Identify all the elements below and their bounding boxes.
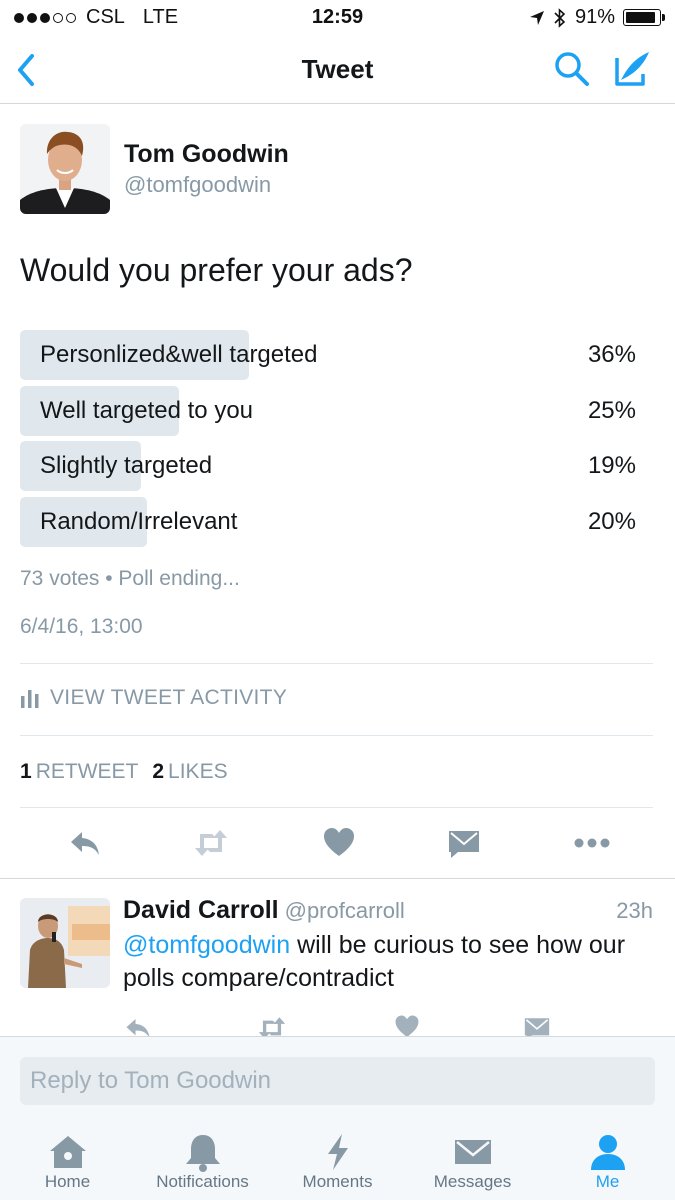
- search-icon[interactable]: [553, 50, 591, 88]
- tab-notifications-label: Notifications: [156, 1172, 249, 1191]
- compose-tweet-icon[interactable]: [613, 48, 653, 88]
- reply-text: @tomfgoodwin will be curious to see how …: [123, 929, 653, 995]
- tweet-text: Would you prefer your ads?: [20, 252, 413, 288]
- reply-author-handle: @profcarroll: [284, 898, 405, 923]
- view-tweet-activity-link[interactable]: VIEW TWEET ACTIVITY: [20, 686, 287, 710]
- battery-percent: 91%: [574, 6, 615, 28]
- poll-bar: [20, 330, 249, 380]
- like-heart-icon[interactable]: [322, 826, 356, 860]
- reply-actions: [0, 1010, 675, 1036]
- user-profile-icon: [590, 1135, 625, 1170]
- poll-option-label: Well targeted to you: [40, 396, 254, 424]
- status-bar: CSL LTE 12:59 91%: [0, 0, 675, 36]
- tab-messages[interactable]: Messages: [405, 1120, 540, 1200]
- like-label: LIKES: [168, 760, 228, 783]
- more-options-icon[interactable]: [573, 826, 611, 860]
- retweet-icon[interactable]: [192, 826, 230, 860]
- back-chevron-icon[interactable]: [12, 50, 42, 90]
- reply-author[interactable]: David Carroll @profcarroll: [123, 896, 405, 925]
- tab-messages-label: Messages: [433, 1172, 512, 1191]
- battery-level: [626, 12, 656, 23]
- author-handle[interactable]: @tomfgoodwin: [124, 172, 272, 197]
- status-left: CSL LTE: [14, 6, 178, 29]
- tweet-timestamp: 6/4/16, 13:00: [20, 615, 143, 638]
- divider: [20, 663, 653, 664]
- reply-message-icon[interactable]: [524, 1014, 550, 1036]
- location-arrow-icon: [529, 10, 544, 25]
- tweet-stats: 1 RETWEET 2 LIKES: [20, 760, 228, 784]
- reply-author-name: David Carroll: [123, 896, 279, 924]
- divider: [20, 735, 653, 736]
- bell-icon: [185, 1135, 220, 1172]
- envelope-icon: [454, 1140, 491, 1164]
- poll-option-label: Slightly targeted: [40, 452, 213, 479]
- poll: Personlized&well targeted 36% Well targe…: [20, 330, 640, 552]
- tab-home[interactable]: Home: [0, 1120, 135, 1200]
- reply-icon[interactable]: [68, 826, 102, 860]
- tab-moments-label: Moments: [302, 1172, 373, 1191]
- poll-option: Slightly targeted 19%: [20, 441, 640, 491]
- direct-message-icon[interactable]: [448, 826, 480, 860]
- poll-option-percent: 20%: [587, 507, 636, 535]
- battery-icon: [623, 9, 665, 26]
- lightning-bolt-icon: [327, 1134, 348, 1170]
- poll-option-percent: 36%: [587, 341, 636, 368]
- reply-retweet-icon[interactable]: [256, 1014, 288, 1036]
- page-title: Tweet: [301, 54, 374, 84]
- author-avatar[interactable]: [20, 124, 110, 214]
- poll-option-label: Personlized&well targeted: [40, 341, 318, 368]
- poll-bar: [20, 385, 179, 436]
- poll-option-percent: 19%: [587, 452, 636, 479]
- tab-home-label: Home: [44, 1172, 91, 1191]
- tab-me-label: Me: [595, 1172, 620, 1191]
- poll-meta: 73 votes • Poll ending...: [20, 567, 240, 590]
- reply-time: 23h: [616, 898, 653, 923]
- reply-text-body: will be curious to see how our polls com…: [123, 931, 626, 992]
- reply-input[interactable]: [20, 1057, 655, 1105]
- poll-bar: [20, 496, 147, 547]
- reply-composer-bar: [0, 1036, 675, 1120]
- home-icon: [49, 1136, 86, 1168]
- status-right: 91%: [529, 6, 665, 29]
- reply-reply-icon[interactable]: [124, 1014, 152, 1036]
- bluetooth-icon: [554, 7, 566, 28]
- reply-mention-link[interactable]: @tomfgoodwin: [123, 931, 291, 959]
- retweets-stat[interactable]: 1 RETWEET: [20, 760, 138, 784]
- tab-bar: Home Notifications Moments Messages Me: [0, 1120, 675, 1200]
- signal-strength-icon: [14, 12, 76, 23]
- poll-option-label: Random/Irrelevant: [40, 507, 238, 535]
- tab-me[interactable]: Me: [540, 1120, 675, 1200]
- tab-moments[interactable]: Moments: [270, 1120, 405, 1200]
- status-time: 12:59: [311, 6, 364, 28]
- section-divider: [0, 878, 675, 879]
- retweet-count: 1: [20, 760, 32, 783]
- carrier-name: CSL: [86, 6, 125, 28]
- poll-option-percent: 25%: [587, 396, 636, 424]
- poll-option: Personlized&well targeted 36%: [20, 330, 640, 380]
- network-type: LTE: [142, 6, 179, 28]
- author-name[interactable]: Tom Goodwin: [124, 140, 289, 168]
- poll-bar: [20, 441, 141, 491]
- poll-option: Well targeted to you 25%: [20, 385, 640, 436]
- divider: [20, 807, 653, 808]
- reply-author-avatar[interactable]: [20, 898, 110, 988]
- poll-option: Random/Irrelevant 20%: [20, 496, 640, 547]
- tab-notifications[interactable]: Notifications: [135, 1120, 270, 1200]
- tweet-actions: [0, 826, 675, 860]
- likes-stat[interactable]: 2 LIKES: [152, 760, 227, 784]
- view-tweet-activity-label: VIEW TWEET ACTIVITY: [50, 686, 288, 709]
- like-count: 2: [152, 760, 165, 783]
- nav-bar: Tweet: [0, 36, 675, 104]
- bar-chart-icon: [21, 690, 39, 708]
- reply-like-icon[interactable]: [394, 1014, 420, 1036]
- retweet-label: RETWEET: [35, 760, 139, 783]
